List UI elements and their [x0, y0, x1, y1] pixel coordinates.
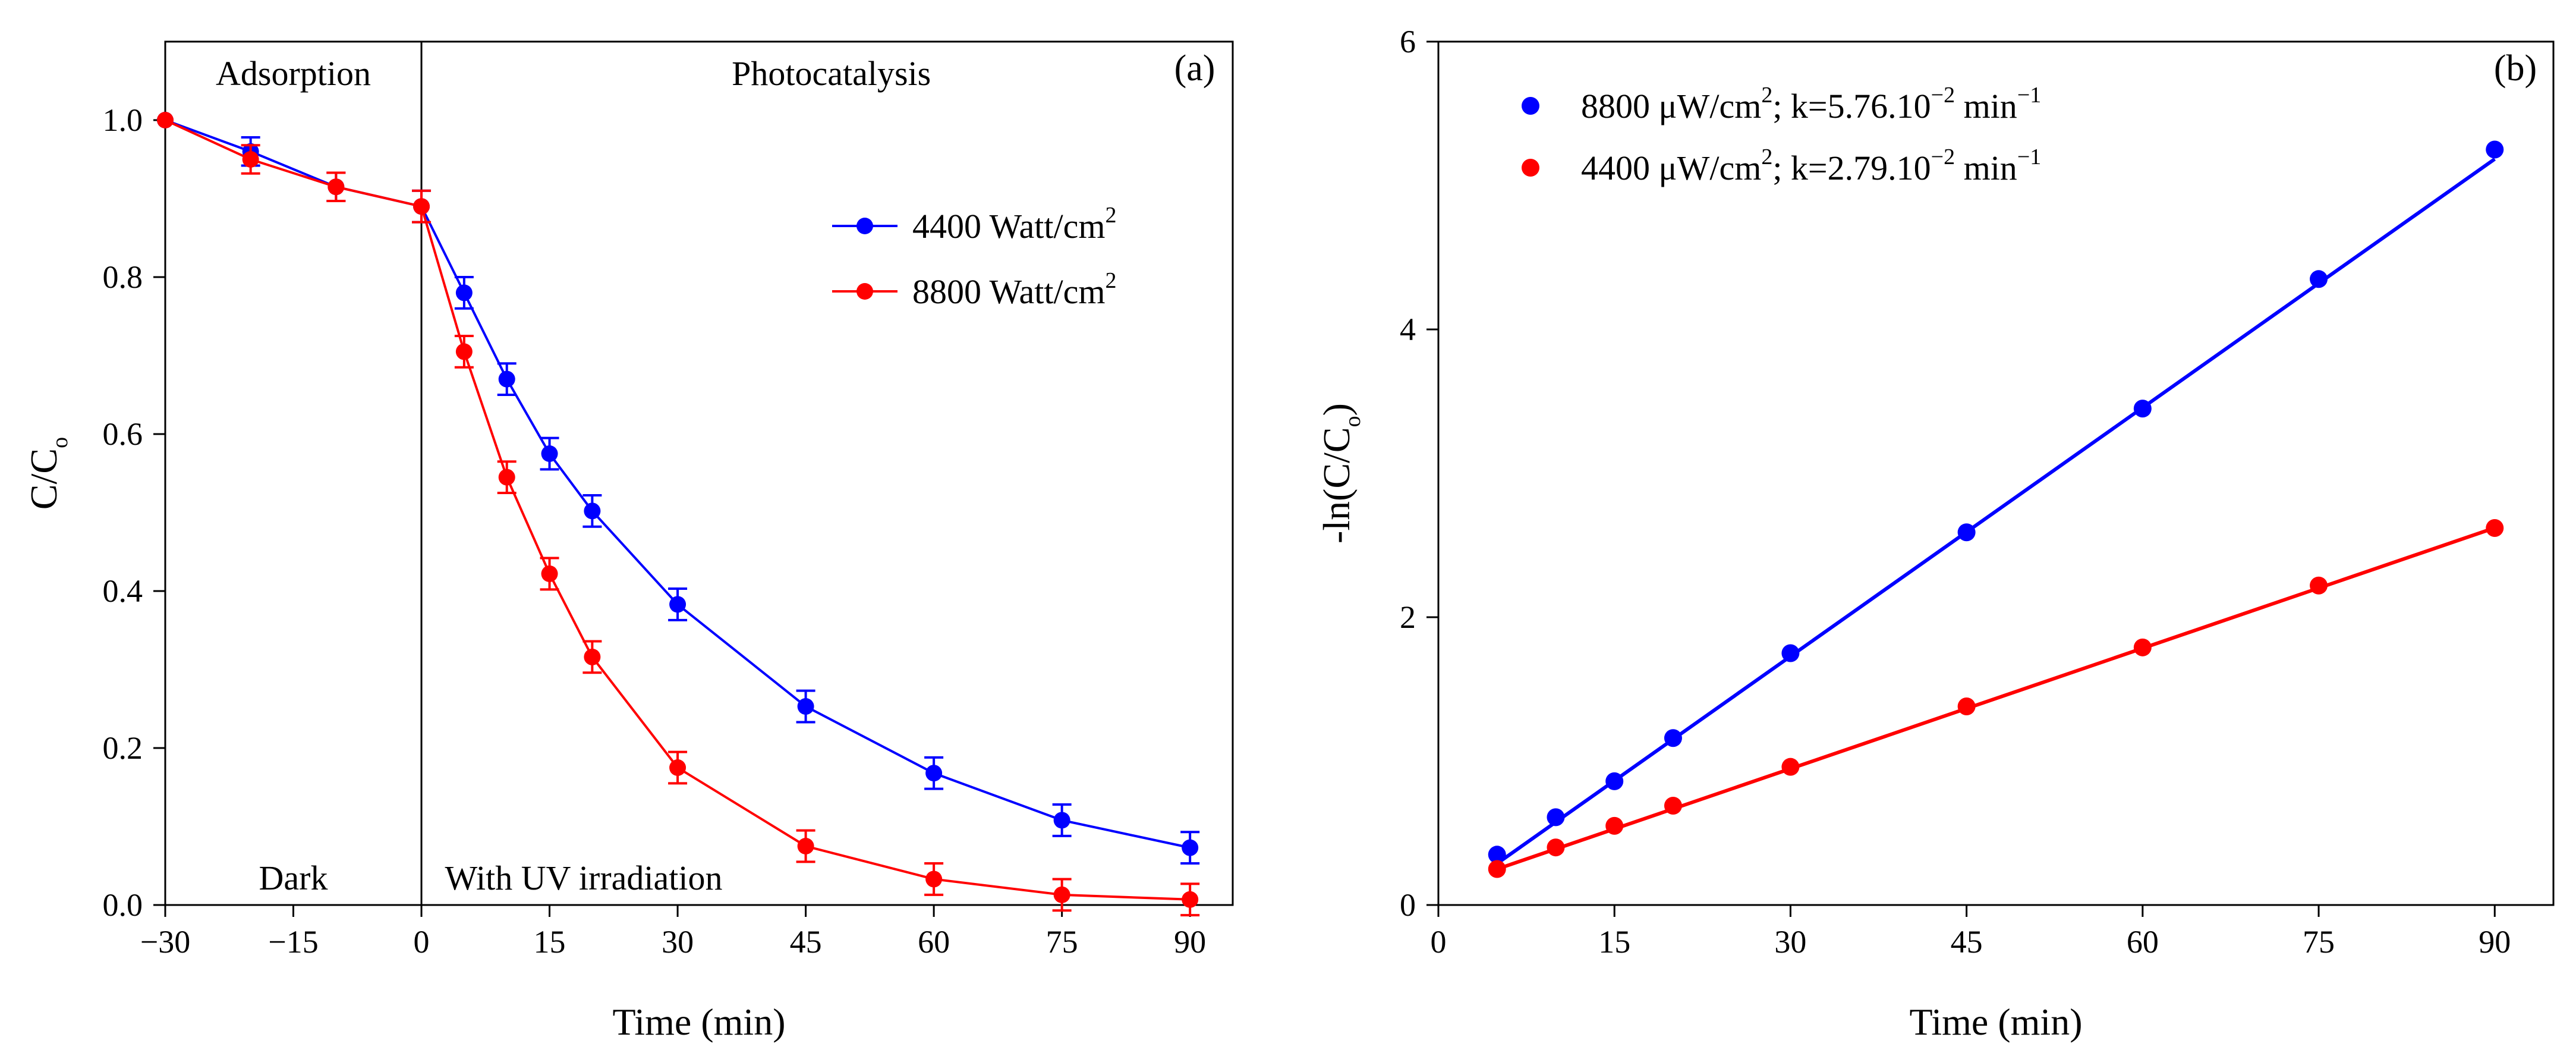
panel-a-x-tick-label: 75: [1046, 924, 1078, 960]
panel-b-x-tick-label: 60: [2127, 924, 2159, 960]
panel-a-legend: 4400 Watt/cm2 8800 Watt/cm2: [832, 203, 1117, 311]
panel-a-y-tick-label: 0.4: [103, 573, 143, 609]
panel-a-data-point: [797, 698, 814, 715]
panel-b: 0 15 30 45 60 75 90 0 2 4 6 (b) 8800 μW/cm2; k=5.7…: [1315, 24, 2555, 1043]
panel-a: −30 −15 0 15 30 45 60 75 90 0.0 0.2 0.4 0.6 0.8 1.0 (a…: [23, 40, 1234, 1043]
panel-b-data-point: [1957, 697, 1976, 716]
panel-a-frame: [164, 40, 1234, 906]
panel-a-data-point: [541, 445, 558, 462]
legend-marker-8800: [856, 283, 873, 300]
panel-b-data-point: [1781, 758, 1800, 776]
annotation-photocatalysis: Photocatalysis: [732, 54, 931, 93]
legend-label-red: 4400 μW/cm2; k=2.79.10−2 min−1: [1581, 144, 2041, 187]
panel-b-y-tick-label: 6: [1400, 24, 1416, 59]
panel-b-data-point: [1488, 846, 1506, 864]
panel-b-data-point: [1781, 644, 1800, 662]
panel-a-y-tick-label: 0.8: [103, 259, 143, 295]
legend-marker-red: [1522, 159, 1539, 177]
panel-a-data-point: [584, 502, 601, 520]
panel-a-x-tick-label: 15: [534, 924, 566, 960]
panel-a-data-point: [797, 838, 814, 854]
panel-a-y-tick-label: 0.2: [103, 730, 143, 766]
panel-a-data-point: [498, 370, 515, 388]
panel-a-data-point: [669, 596, 686, 613]
panel-b-legend: 8800 μW/cm2; k=5.76.10−2 min−1 4400 μW/c…: [1522, 83, 2041, 187]
legend-marker-4400: [856, 218, 873, 234]
annotation-uv-irradiation: With UV irradiation: [445, 859, 723, 897]
panel-a-x-tick-label: 0: [414, 924, 430, 960]
panel-a-data-point: [1182, 839, 1199, 856]
legend-marker-blue: [1522, 97, 1539, 115]
panel-b-data-point: [1488, 860, 1506, 878]
panel-a-series: [157, 112, 1200, 917]
panel-b-x-tick-label: 45: [1951, 924, 1983, 960]
panel-a-data-point: [669, 759, 686, 776]
panel-b-x-tick-label: 0: [1431, 924, 1447, 960]
panel-a-data-point: [541, 565, 558, 582]
panel-a-x-tick-label: 90: [1174, 924, 1206, 960]
panel-a-data-point: [242, 151, 259, 168]
panel-b-data-point: [2486, 518, 2504, 537]
panel-b-data-point: [1605, 772, 1624, 790]
panel-a-y-tick-label: 0.6: [103, 416, 143, 452]
panel-b-x-tick-label: 90: [2479, 924, 2511, 960]
panel-b-label: (b): [2494, 48, 2537, 89]
panel-b-data-point: [2486, 140, 2504, 159]
panel-a-data-point: [327, 178, 345, 196]
panel-b-data-point: [1957, 523, 1976, 542]
panel-b-data-point: [2133, 638, 2152, 656]
panel-a-x-tick-label: 60: [918, 924, 950, 960]
panel-b-y-tick-label: 2: [1400, 599, 1416, 635]
panel-a-x-tick-label: 45: [790, 924, 822, 960]
panel-a-ticks: −30 −15 0 15 30 45 60 75 90 0.0 0.2 0.4 0.6 0.8 1.0: [103, 102, 1207, 960]
panel-a-data-point: [1182, 891, 1199, 908]
panel-a-x-tick-label: 30: [662, 924, 694, 960]
panel-b-y-tick-label: 4: [1400, 312, 1416, 347]
panel-a-y-tick-label: 1.0: [103, 102, 143, 138]
panel-b-data-point: [1664, 797, 1682, 815]
panel-a-data-point: [455, 284, 473, 301]
panel-a-data-point: [925, 765, 943, 782]
panel-b-data-point: [2310, 576, 2328, 595]
panel-b-data-point: [1664, 729, 1682, 747]
panel-a-x-tick-label: −15: [268, 924, 318, 960]
panel-b-y-axis-label: -ln(C/Co): [1315, 403, 1365, 543]
legend-label-blue: 8800 μW/cm2; k=5.76.10−2 min−1: [1581, 83, 2041, 125]
panel-b-x-axis-label: Time (min): [1910, 1001, 2083, 1043]
panel-b-data-point: [1547, 808, 1565, 827]
panel-a-data-point: [925, 871, 943, 888]
panel-a-data-point: [413, 198, 430, 215]
panel-a-data-point: [498, 469, 515, 486]
panel-b-y-tick-label: 0: [1400, 887, 1416, 923]
panel-b-fit-line-1: [1496, 526, 2496, 871]
panel-b-fit-line-0: [1496, 158, 2496, 865]
panel-b-ticks: 0 15 30 45 60 75 90 0 2 4 6: [1400, 24, 2511, 960]
panel-a-data-point: [1053, 886, 1070, 903]
panel-a-data-point: [157, 112, 174, 128]
panel-b-data-point: [2133, 400, 2152, 418]
panel-a-data-point: [1053, 812, 1070, 829]
legend-label-4400: 4400 Watt/cm2: [912, 203, 1117, 246]
panel-b-x-tick-label: 15: [1598, 924, 1630, 960]
panel-b-x-tick-label: 75: [2303, 924, 2335, 960]
panel-b-data-point: [2310, 270, 2328, 288]
panel-b-x-tick-label: 30: [1774, 924, 1806, 960]
panel-a-data-point: [455, 343, 473, 360]
panel-a-data-point: [584, 648, 601, 665]
panel-b-data-point: [1605, 816, 1624, 835]
panel-a-y-tick-label: 0.0: [103, 887, 143, 923]
legend-label-8800: 8800 Watt/cm2: [912, 268, 1117, 311]
panel-a-x-axis-label: Time (min): [613, 1001, 786, 1043]
panel-a-y-axis-label: C/Co: [23, 437, 73, 510]
panel-b-series: [1488, 140, 2504, 878]
panel-b-data-point: [1547, 838, 1565, 857]
annotation-dark: Dark: [259, 859, 328, 897]
panel-b-frame: [1437, 40, 2555, 906]
panel-a-x-tick-label: −30: [140, 924, 190, 960]
annotation-adsorption: Adsorption: [216, 54, 371, 93]
panel-a-label: (a): [1174, 48, 1215, 89]
